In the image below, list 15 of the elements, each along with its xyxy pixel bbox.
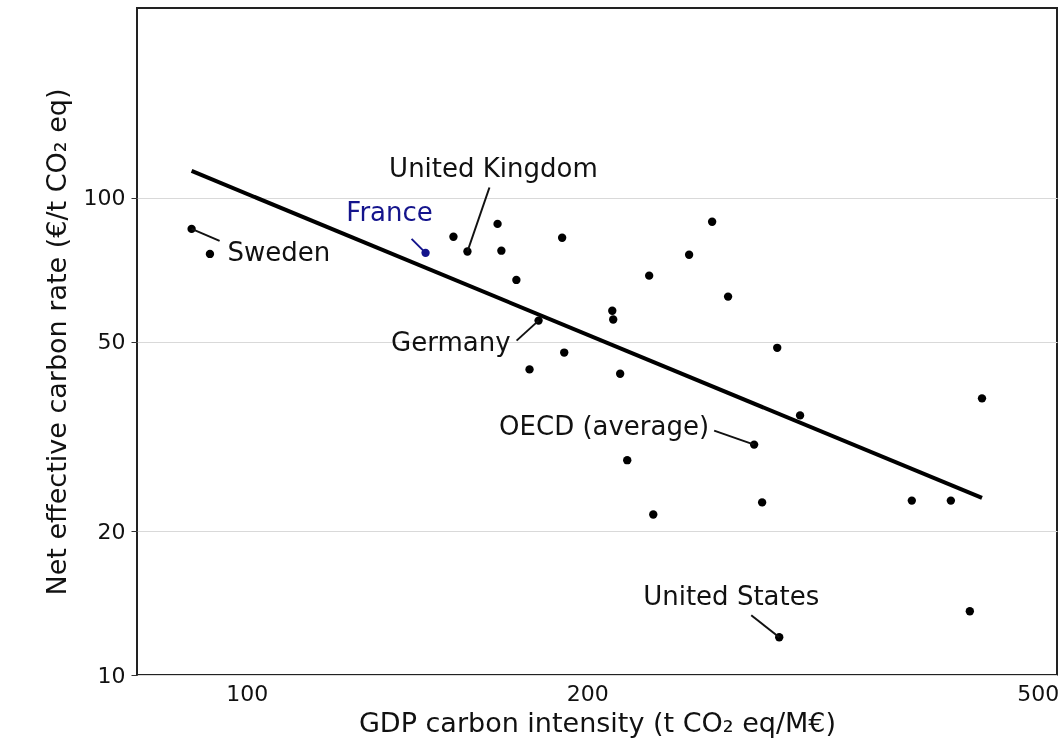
y-tick-label: 20 (97, 518, 126, 544)
annotation: OECD (average) (499, 410, 710, 441)
annotation: Germany (391, 326, 511, 357)
x-tick-label: 200 (566, 680, 609, 706)
annotation: United States (643, 581, 820, 612)
annotation: Sweden (227, 236, 331, 267)
y-tick-label: 100 (83, 185, 126, 211)
y-tick-label: 50 (97, 329, 126, 354)
x-axis-title: GDP carbon intensity (t CO₂ eq/M€) (358, 706, 837, 738)
x-tick-label: 100 (226, 680, 269, 706)
annotation: United Kingdom (389, 153, 598, 184)
y-tick-label: 10 (97, 662, 126, 688)
x-tick-label: 500 (1017, 680, 1060, 706)
y-axis-title: Net effective carbon rate (€/t CO₂ eq) (40, 88, 72, 596)
annotation: France (346, 196, 433, 227)
